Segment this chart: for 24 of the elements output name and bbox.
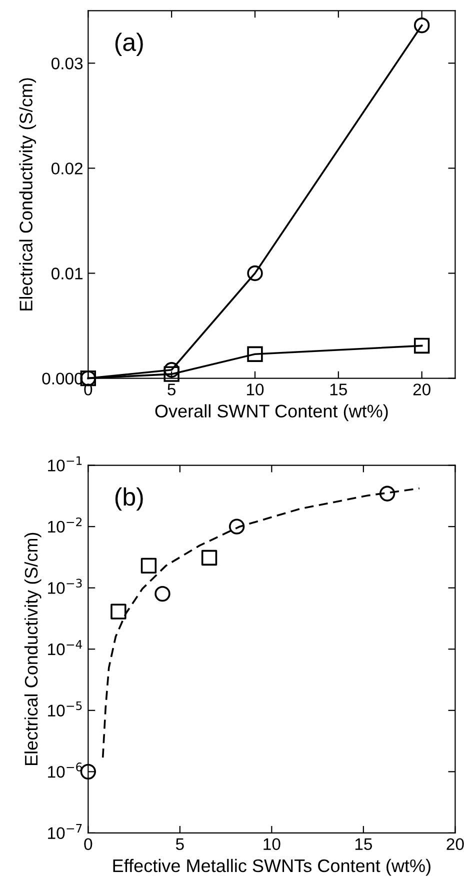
x-tick-label: 10 [246, 384, 264, 396]
y-axis-title: Electrical Conductivity (S/cm) [24, 532, 42, 766]
x-tick-label: 0 [84, 838, 92, 850]
x-tick-label: 20 [446, 838, 464, 850]
x-tick-label: 20 [413, 384, 430, 396]
x-tick-label: 10 [264, 838, 280, 850]
y-tick-label: 0.01 [52, 268, 82, 280]
y-tick-label: 10$^{−1}$ [48, 456, 82, 472]
annotation: (b) [115, 487, 143, 511]
y-tick-label: 0.02 [52, 162, 82, 174]
x-tick-label: 5 [176, 838, 184, 850]
x-axis-title: Effective Metallic SWNTs Content (wt%) [113, 858, 430, 876]
y-tick-label: 10$^{−3}$ [48, 578, 82, 594]
y-tick-label: 10$^{−7}$ [48, 824, 82, 840]
x-axis-title: Overall SWNT Content (wt%) [155, 404, 388, 422]
x-tick-label: 15 [330, 384, 347, 396]
y-tick-label: 0.03 [52, 58, 83, 70]
x-tick-label: 5 [168, 384, 176, 396]
x-tick-label: 15 [355, 838, 372, 850]
y-tick-label: 10$^{−5}$ [48, 701, 82, 716]
y-axis-title: Electrical Conductivity (S/cm) [19, 78, 36, 310]
y-tick-label: 10$^{−4}$ [48, 640, 82, 656]
y-tick-label: 10$^{−2}$ [48, 517, 82, 533]
annotation: (a) [115, 32, 143, 56]
